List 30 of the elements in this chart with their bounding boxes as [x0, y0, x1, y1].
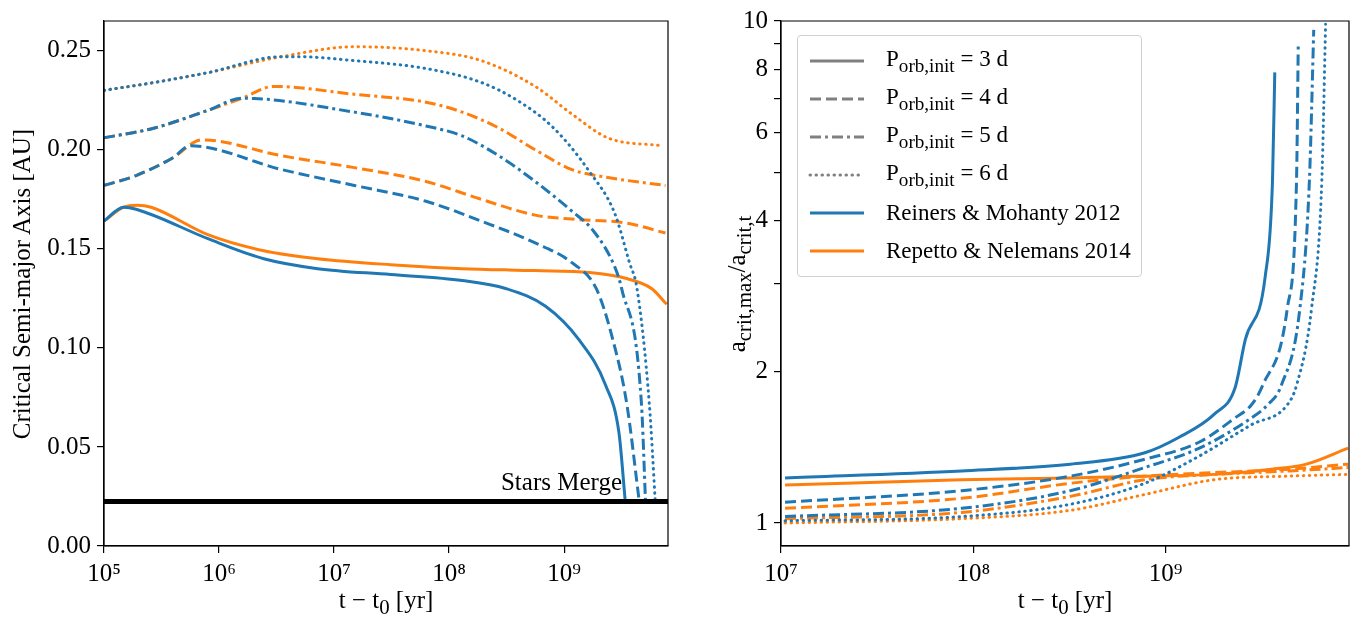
- y-tick-label: 4: [755, 205, 769, 233]
- x-tick-label: 10⁷: [317, 558, 351, 586]
- x-tick-label: 10⁶: [202, 558, 236, 586]
- legend-label: P$_{orb,init}$ = 5 d: [886, 121, 1008, 153]
- x-tick-label: 10⁸: [432, 558, 466, 586]
- x-tick-label: 10⁹: [1148, 558, 1183, 586]
- y-tick-label: 0.00: [47, 530, 91, 558]
- x-tick-label: 10⁷: [764, 558, 798, 586]
- y-tick-label: 8: [755, 54, 768, 82]
- y-tick-label: 1: [755, 507, 768, 535]
- y-tick-label: 0.15: [47, 233, 91, 261]
- y-tick-label: 0.20: [47, 134, 91, 162]
- y-tick-label: 10: [743, 5, 768, 33]
- y-tick-label: 6: [755, 116, 768, 144]
- legend-label: P$_{orb,init}$ = 3 d: [886, 45, 1008, 77]
- x-tick-label: 10⁸: [956, 558, 991, 586]
- y-axis-title: Critical Semi-major Axis [AU]: [8, 128, 36, 439]
- legend-label: Repetto & Nelemans 2014: [886, 238, 1131, 264]
- legend-label: P$_{orb,init}$ = 4 d: [886, 83, 1008, 115]
- y-tick-label: 0.25: [47, 35, 91, 63]
- x-tick-label: 10⁵: [87, 558, 121, 586]
- y-tick-label: 0.05: [47, 431, 91, 459]
- y-tick-label: 2: [755, 356, 768, 384]
- legend-label: P$_{orb,init}$ = 6 d: [886, 159, 1008, 191]
- legend-label: Reiners & Mohanty 2012: [886, 200, 1121, 226]
- x-axis-title: t − t$_{0}$ [yr]: [1017, 586, 1113, 617]
- x-tick-label: 10⁹: [547, 558, 581, 586]
- y-tick-label: 0.10: [47, 332, 91, 360]
- ref-line-label: Stars Merge: [500, 468, 622, 496]
- x-axis-title: t − t$_{0}$ [yr]: [338, 586, 434, 617]
